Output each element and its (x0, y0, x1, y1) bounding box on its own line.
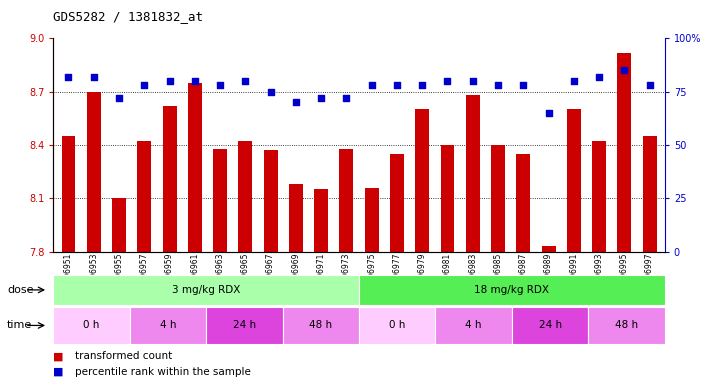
Point (88, 74, 100, 80)
Text: 24 h: 24 h (538, 320, 562, 331)
Bar (53, 275, 359, 305)
Point (492, 82, 503, 88)
Bar (415, 109, 429, 384)
Bar (589, 307, 665, 344)
Point (568, 78, 579, 84)
Text: 0 h: 0 h (83, 320, 100, 331)
Text: 4 h: 4 h (160, 320, 176, 331)
Point (113, 95, 124, 101)
Bar (512, 307, 589, 344)
Text: time: time (7, 320, 33, 331)
Bar (643, 136, 656, 384)
Bar (112, 198, 126, 384)
Text: ■: ■ (53, 367, 64, 377)
Bar (129, 307, 206, 344)
Point (644, 82, 656, 88)
Bar (466, 95, 480, 384)
Point (240, 78, 251, 84)
Text: ■: ■ (53, 351, 64, 361)
Bar (359, 275, 665, 305)
Bar (163, 106, 176, 384)
Bar (137, 141, 151, 384)
Point (594, 74, 605, 80)
Point (467, 78, 479, 84)
Point (290, 99, 301, 106)
Bar (441, 145, 454, 384)
Point (164, 78, 175, 84)
Point (341, 95, 352, 101)
Bar (365, 187, 379, 384)
Point (139, 82, 150, 88)
Point (417, 82, 428, 88)
Text: 4 h: 4 h (466, 320, 482, 331)
Bar (206, 307, 283, 344)
Bar (435, 307, 512, 344)
Text: 24 h: 24 h (232, 320, 256, 331)
Text: GDS5282 / 1381832_at: GDS5282 / 1381832_at (53, 10, 203, 23)
Text: transformed count: transformed count (75, 351, 172, 361)
Bar (491, 145, 505, 384)
Bar (238, 141, 252, 384)
Bar (567, 109, 581, 384)
Bar (289, 184, 303, 384)
Text: 3 mg/kg RDX: 3 mg/kg RDX (172, 285, 240, 295)
Bar (213, 149, 227, 384)
Bar (542, 246, 555, 384)
Bar (188, 83, 202, 384)
Bar (359, 307, 435, 344)
Bar (390, 154, 404, 384)
Point (366, 82, 378, 88)
Text: dose: dose (7, 285, 33, 295)
Point (619, 67, 630, 73)
Point (391, 82, 402, 88)
Bar (264, 150, 277, 384)
Bar (617, 53, 631, 384)
Bar (516, 154, 530, 384)
Bar (87, 92, 101, 384)
Point (316, 95, 327, 101)
Bar (62, 136, 75, 384)
Point (442, 78, 453, 84)
Point (215, 82, 226, 88)
Point (543, 110, 555, 116)
Bar (339, 149, 353, 384)
Bar (592, 141, 606, 384)
Text: 48 h: 48 h (309, 320, 333, 331)
Bar (314, 189, 328, 384)
Point (518, 82, 529, 88)
Text: 48 h: 48 h (615, 320, 638, 331)
Text: 0 h: 0 h (389, 320, 405, 331)
Point (63, 74, 74, 80)
Text: percentile rank within the sample: percentile rank within the sample (75, 367, 250, 377)
Bar (283, 307, 359, 344)
Text: 18 mg/kg RDX: 18 mg/kg RDX (474, 285, 550, 295)
Point (189, 78, 201, 84)
Bar (53, 307, 129, 344)
Point (265, 89, 277, 95)
